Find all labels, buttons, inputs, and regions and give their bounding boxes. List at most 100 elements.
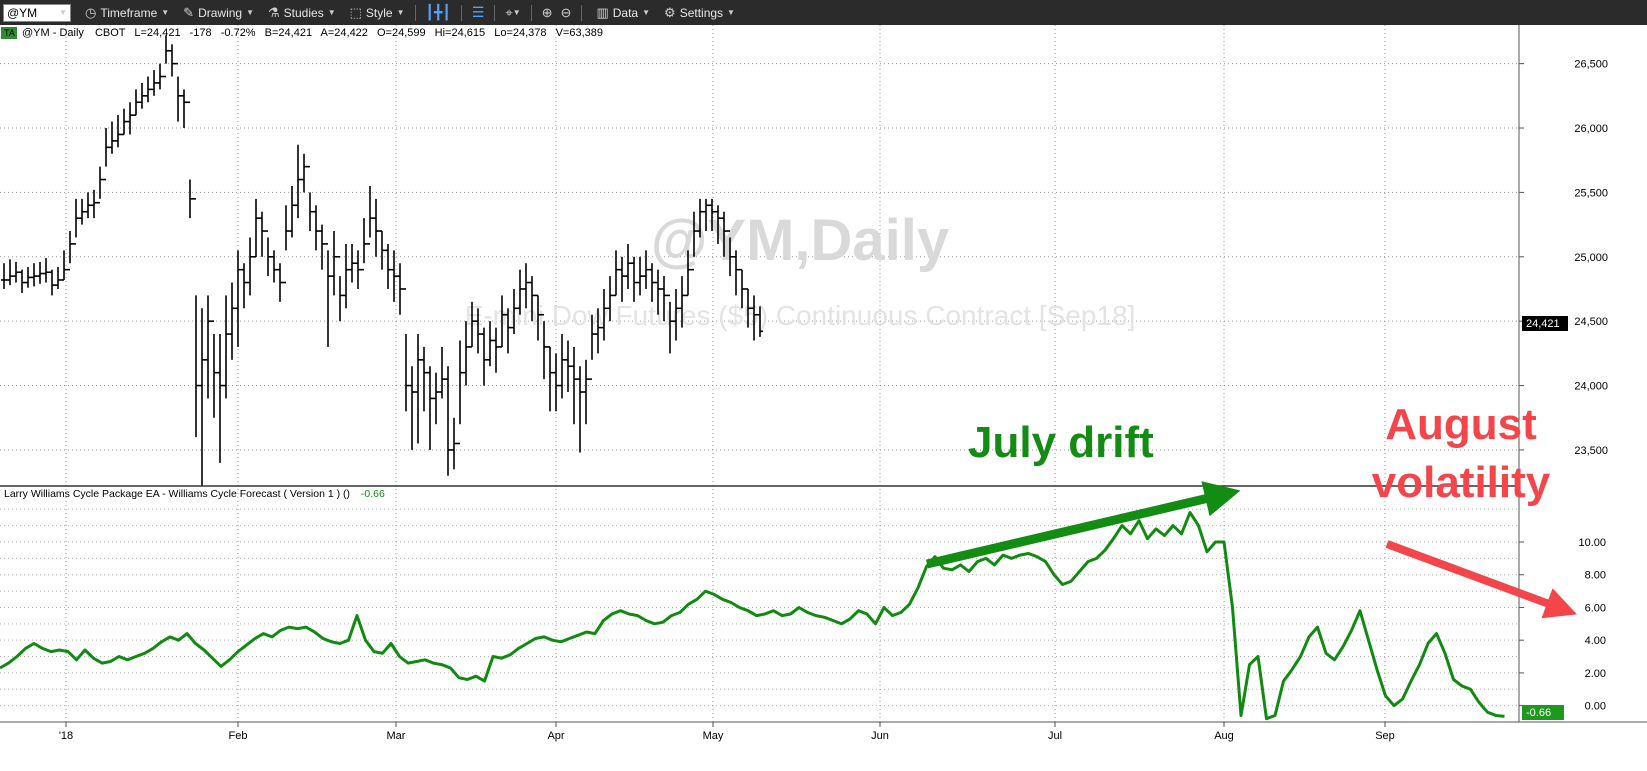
last-price-tag: 24,421	[1526, 318, 1560, 330]
symbol-input[interactable]: @YM ▼	[3, 3, 71, 22]
price-bar	[139, 82, 145, 109]
time-axis-label: May	[703, 730, 724, 742]
august-label-line1: August	[1385, 400, 1537, 449]
time-axis-labels: '18 Feb Mar Apr May Jun Jul Aug Sep	[59, 722, 1395, 742]
price-bar	[61, 250, 67, 281]
price-bar	[481, 327, 487, 386]
price-bar	[469, 301, 475, 348]
price-bar	[133, 89, 139, 116]
price-bar	[721, 211, 727, 257]
layout-icon[interactable]: ☰	[471, 4, 485, 20]
studies-button[interactable]: ⚗ Studies ▼	[268, 5, 336, 21]
july-label: July drift	[968, 418, 1154, 467]
ta-badge: TA	[4, 28, 15, 38]
price-bar	[499, 295, 505, 348]
price-bar	[37, 261, 43, 284]
watermark-title: @YM,Daily	[651, 208, 949, 273]
price-axis-label: 24,000	[1574, 381, 1608, 393]
august-arrow	[1385, 540, 1578, 619]
price-bar	[217, 334, 223, 463]
price-bar	[283, 205, 289, 284]
info-ask: A=24,422	[321, 27, 368, 39]
price-bar	[127, 102, 133, 135]
price-bar	[397, 263, 403, 315]
price-bar	[19, 269, 25, 293]
price-bar	[307, 165, 313, 232]
price-bar	[751, 295, 757, 341]
august-label-line2: volatility	[1372, 458, 1551, 507]
indicator-line	[0, 511, 1505, 721]
price-axis-label: 25,500	[1574, 187, 1608, 199]
price-bar	[523, 263, 529, 309]
price-bar	[613, 250, 619, 297]
info-low: Lo=24,378	[494, 27, 546, 39]
toolbar-divider	[530, 4, 532, 21]
price-bar	[709, 198, 715, 232]
drawing-button[interactable]: ✎ Drawing ▼	[183, 5, 254, 21]
price-bar	[697, 198, 703, 238]
timeframe-label: Timeframe	[100, 5, 158, 20]
style-button[interactable]: ⬚ Style ▼	[350, 5, 405, 21]
chevron-down-icon: ▼	[59, 8, 67, 17]
indicator-axis-label: 6.00	[1585, 602, 1606, 614]
price-bar	[43, 258, 49, 283]
price-bar	[1, 263, 7, 289]
toolbar-divider	[460, 4, 462, 21]
price-bar	[181, 89, 187, 129]
price-bar	[25, 267, 31, 288]
price-bar	[421, 346, 427, 412]
price-bar	[115, 115, 121, 148]
pencil-icon: ✎	[183, 4, 195, 20]
price-bar	[319, 224, 325, 270]
price-bar	[223, 295, 229, 399]
price-bar	[739, 268, 745, 309]
drawing-label: Drawing	[198, 5, 243, 20]
price-bar	[331, 231, 337, 296]
zoom-in-icon[interactable]: ⊕	[541, 4, 553, 20]
timeframe-button[interactable]: ◷ Timeframe ▼	[85, 5, 169, 21]
price-bar	[655, 269, 661, 315]
info-change: -178	[190, 27, 212, 39]
info-bid: B=24,421	[265, 27, 312, 39]
gear-icon: ⚙	[664, 4, 676, 20]
chart-area[interactable]: @YM,Daily E-mini Dow Futures ($5) Contin…	[0, 25, 1647, 771]
price-bar	[169, 44, 175, 77]
price-bar	[343, 243, 349, 309]
data-button[interactable]: ▥ Data ▼	[596, 5, 650, 21]
price-bar	[517, 269, 523, 315]
price-bar	[337, 255, 343, 322]
settings-button[interactable]: ⚙ Settings ▼	[664, 5, 735, 21]
price-axis-label: 26,500	[1574, 59, 1608, 71]
flask-icon: ⚗	[268, 4, 280, 20]
price-bar	[625, 243, 631, 289]
price-bar	[595, 308, 601, 354]
price-axis-label: 26,000	[1574, 123, 1608, 135]
indicator-axis-label: 4.00	[1585, 635, 1606, 647]
info-change-pct: -0.72%	[221, 27, 256, 39]
time-axis-label: '18	[59, 730, 73, 742]
price-bar	[457, 340, 463, 445]
price-bar	[571, 346, 577, 425]
price-bar	[607, 276, 613, 322]
price-bar	[91, 189, 97, 219]
price-bar	[487, 321, 493, 367]
price-bar	[547, 346, 553, 412]
price-bar	[745, 288, 751, 328]
toolbar: @YM ▼ ◷ Timeframe ▼ ✎ Drawing ▼ ⚗ Studie…	[0, 0, 1647, 25]
price-bar	[637, 256, 643, 296]
price-bar	[73, 198, 79, 245]
price-bar	[355, 250, 361, 289]
info-volume: V=63,389	[556, 27, 603, 39]
price-bar	[193, 198, 199, 438]
price-bar	[589, 314, 595, 380]
price-bar	[205, 295, 211, 399]
info-exchange: CBOT	[95, 27, 126, 39]
bars-icon[interactable]: ┃╋┃	[425, 4, 451, 20]
price-bar	[529, 276, 535, 322]
axis-labels: 23,500 24,000 24,500 25,000 25,500 26,000 26,5…	[1519, 59, 1608, 713]
crosshair-icon[interactable]: ⌖	[505, 4, 513, 20]
price-bar	[415, 334, 421, 444]
price-bar	[493, 327, 499, 373]
zoom-out-icon[interactable]: ⊖	[560, 4, 572, 20]
price-bar	[577, 366, 583, 453]
